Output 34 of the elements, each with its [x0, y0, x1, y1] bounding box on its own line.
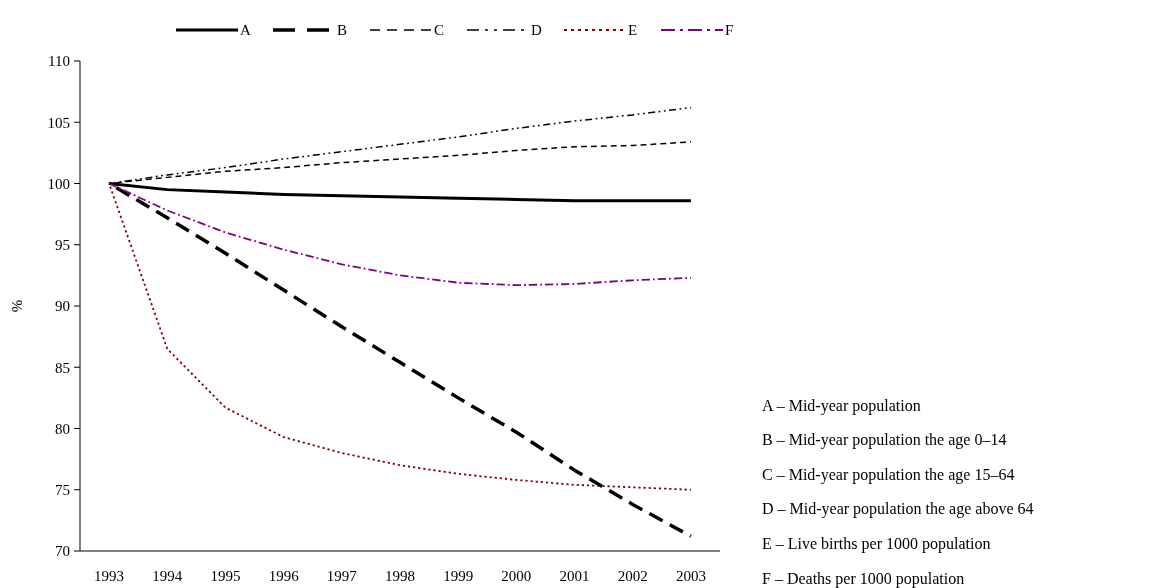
x-tick-label: 1996: [268, 568, 300, 584]
x-tick-label: 2002: [617, 568, 648, 584]
legend-label: A: [240, 22, 251, 39]
y-tick-label: 95: [55, 237, 70, 253]
y-tick-label: 70: [55, 543, 70, 560]
legend-label: E: [628, 22, 638, 39]
x-tick-label: 1999: [443, 568, 474, 584]
text: E – Live births per 1000 population: [762, 535, 991, 553]
x-tick-label: 1997: [326, 568, 358, 584]
x-tick-label: 1995: [210, 568, 241, 584]
x-tick-label: 1998: [385, 568, 415, 584]
x-tick-label: 2001: [559, 568, 590, 584]
x-tick-label: 1993: [94, 568, 125, 584]
x-tick-label: 2003: [675, 568, 706, 584]
legend-label: D: [531, 22, 542, 39]
x-tick-label: 1994: [152, 568, 183, 584]
x-tick-label: 2000: [501, 568, 532, 584]
text: F – Deaths per 1000 population: [762, 569, 965, 588]
text: C – Mid-year population the age 15–64: [762, 465, 1015, 484]
legend-label: F: [725, 22, 734, 39]
text: B – Mid-year population the age 0–14: [762, 431, 1007, 450]
y-tick-label: 75: [55, 482, 70, 498]
y-tick-label: 110: [48, 53, 70, 70]
y-tick-label: 90: [55, 298, 70, 315]
text: A – Mid-year population: [762, 396, 921, 415]
y-axis-title: %: [9, 299, 25, 313]
line-series: [108, 182, 692, 287]
legend-label: B: [337, 22, 348, 39]
y-tick-label: 85: [55, 359, 70, 376]
legend-label: C: [434, 22, 445, 39]
y-tick-label: 100: [47, 175, 70, 192]
y-tick-label: 105: [47, 114, 70, 131]
y-tick-label: 80: [55, 420, 70, 437]
text: D – Mid-year population the age above 64: [762, 500, 1034, 519]
